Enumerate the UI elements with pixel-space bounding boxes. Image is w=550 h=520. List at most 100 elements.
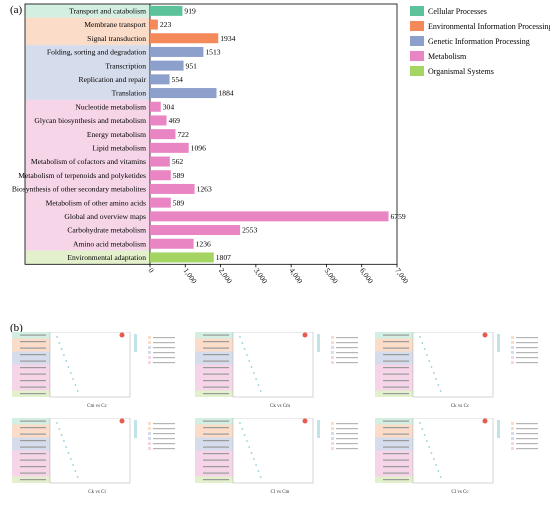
bar [150,101,161,112]
x-tick-label: 7,000 [393,266,410,285]
subplot-legend-swatch [148,336,151,339]
subplot-point [63,440,65,442]
subplot-row-text [383,459,409,461]
subplot-point [67,366,70,368]
subplot-legend-swatch [511,447,514,450]
subplot-frame [412,417,494,484]
value-label: 589 [173,198,185,207]
subplot-legend-text [516,342,538,344]
legend-label: Cellular Processes [428,7,487,16]
value-label: 2553 [242,226,257,235]
subplot-row-text [383,354,409,356]
subplot-point [430,452,433,454]
subplot: Cm vs Cc [12,331,182,427]
subplot-label: Ck vs Cl [88,490,106,495]
subplot-point [72,464,74,466]
legend-swatch [410,66,424,76]
subplot-colorbar [317,334,320,352]
subplot-point [437,470,440,472]
subplot-legend-text [516,448,538,450]
subplot-legend-swatch [148,422,151,425]
subplot-row-text [203,427,229,429]
category-label: Glycan biosynthesis and metabolism [34,116,146,125]
subplot: Ck vs Cc [375,331,545,427]
subplot-legend-text [153,352,175,354]
subplot-point [119,332,125,338]
legend-label: Metabolism [428,52,467,61]
subplot-row-text [20,459,46,461]
subplot-point [426,354,428,356]
x-tick-label: 2,000 [217,266,234,285]
subplot-legend-swatch [511,422,514,425]
subplot-point [246,354,248,356]
subplot-point [76,390,79,392]
subplot-point [58,342,61,344]
x-tick-label: 0 [146,266,156,274]
subplot-point [435,464,437,466]
subplot-legend-swatch [511,432,514,435]
subplot-legend-swatch [511,351,514,354]
subplot-point [428,360,431,362]
bar [150,19,158,30]
value-label: 304 [163,102,175,111]
subplot-row-text [203,341,229,343]
bar [150,129,176,140]
subplot-legend-swatch [331,346,334,349]
bar [150,60,184,71]
subplot-legend-text [516,352,538,354]
subplot-colorbar [134,334,137,352]
category-label: Folding, sorting and degradation [47,48,146,57]
subplot-point [252,458,255,460]
subplot-point [76,476,79,478]
subplot-point [437,384,440,386]
subplot-thumbnail [375,331,538,398]
subplot-point [60,348,63,350]
subplot-point [430,366,433,368]
subplot-legend-text [336,342,358,344]
category-label: Transport and catabolism [69,6,146,15]
subplot-legend-swatch [511,442,514,445]
subplot-row-text [20,420,46,422]
x-tick-label: 1,000 [182,266,199,285]
subplot-point [250,452,253,454]
subplot-point [56,336,58,338]
subplot-legend-swatch [511,361,514,364]
subplot-row-text [383,427,409,429]
category-label: Replication and repair [79,75,147,84]
legend-label: Genetic Information Processing [428,37,530,46]
category-label: Amino acid metabolism [73,239,146,248]
subplot-row-text [383,393,409,395]
subplot-row-text [203,479,229,481]
subplot-legend-swatch [511,437,514,440]
subplot-row-text [20,354,46,356]
subplot-label: Ck vs Cc [450,404,470,409]
subplot-legend-text [153,433,175,435]
subplot-point [419,422,421,424]
subplot-legend-text [336,362,358,364]
subplot-row-text [20,453,46,455]
subplot-frame [232,331,314,398]
subplot-row-text [203,466,229,468]
subplot-legend-swatch [511,346,514,349]
subplot-point [239,422,241,424]
subplot-point [423,348,426,350]
subplot-colorbar [317,420,320,438]
subplot-point [428,446,431,448]
subplot-thumbnail [375,417,538,484]
subplot-point [69,372,72,374]
bar [150,156,170,167]
subplot-point [72,378,74,380]
subplot-legend-swatch [148,356,151,359]
subplot-row-text [203,380,229,382]
subplot-legend-swatch [148,346,151,349]
subplot-frame [49,331,131,398]
subplot-point [58,428,61,430]
subplot-point [302,418,308,424]
group-band [25,99,150,251]
subplot-row-text [20,446,46,448]
subplot-row-text [20,479,46,481]
x-tick-label: 6,000 [358,266,375,285]
subplot-label: Cl vs Cc [451,490,469,495]
subplot-legend-text [153,438,175,440]
subplot-row-text [383,466,409,468]
